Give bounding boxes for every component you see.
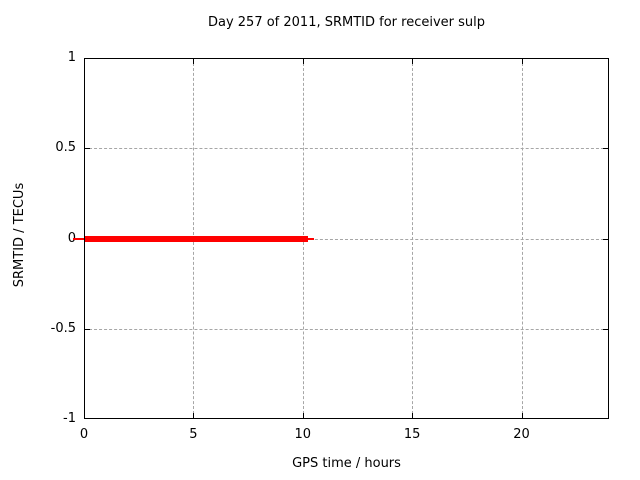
x-tick-bottom — [302, 413, 304, 419]
x-tick-top — [302, 58, 304, 64]
y-tick-left — [84, 148, 90, 150]
x-tick-bottom — [193, 413, 195, 419]
x-tick-label: 5 — [189, 427, 198, 442]
x-tick-bottom — [521, 413, 523, 419]
series-srmtid — [84, 235, 309, 242]
y-gridline — [84, 238, 609, 240]
chart-title: Day 257 of 2011, SRMTID for receiver sul… — [207, 15, 486, 30]
y-tick-right — [603, 238, 609, 240]
y-tick-label: 0 — [67, 230, 76, 246]
x-tick-label: 15 — [403, 427, 421, 442]
y-tick-label: -0.5 — [50, 320, 76, 336]
x-tick-label: 20 — [513, 427, 530, 442]
x-tick-top — [521, 58, 523, 64]
x-tick-top — [193, 58, 195, 64]
y-tick-left — [84, 328, 90, 330]
y-tick-label: 0.5 — [55, 140, 76, 156]
y-tick-label: -1 — [63, 411, 76, 426]
x-axis-label: GPS time / hours — [292, 456, 401, 471]
y-gridline — [84, 148, 609, 150]
x-tick-label: 10 — [294, 427, 312, 442]
x-tick-bottom — [412, 413, 414, 419]
y-gridline — [84, 328, 609, 330]
x-tick-top — [412, 58, 414, 64]
y-tick-label: 1 — [67, 50, 76, 65]
x-tick-label: 0 — [79, 427, 89, 442]
y-tick-right — [603, 148, 609, 150]
plot-area-border — [84, 58, 609, 419]
y-tick-right — [603, 328, 609, 330]
